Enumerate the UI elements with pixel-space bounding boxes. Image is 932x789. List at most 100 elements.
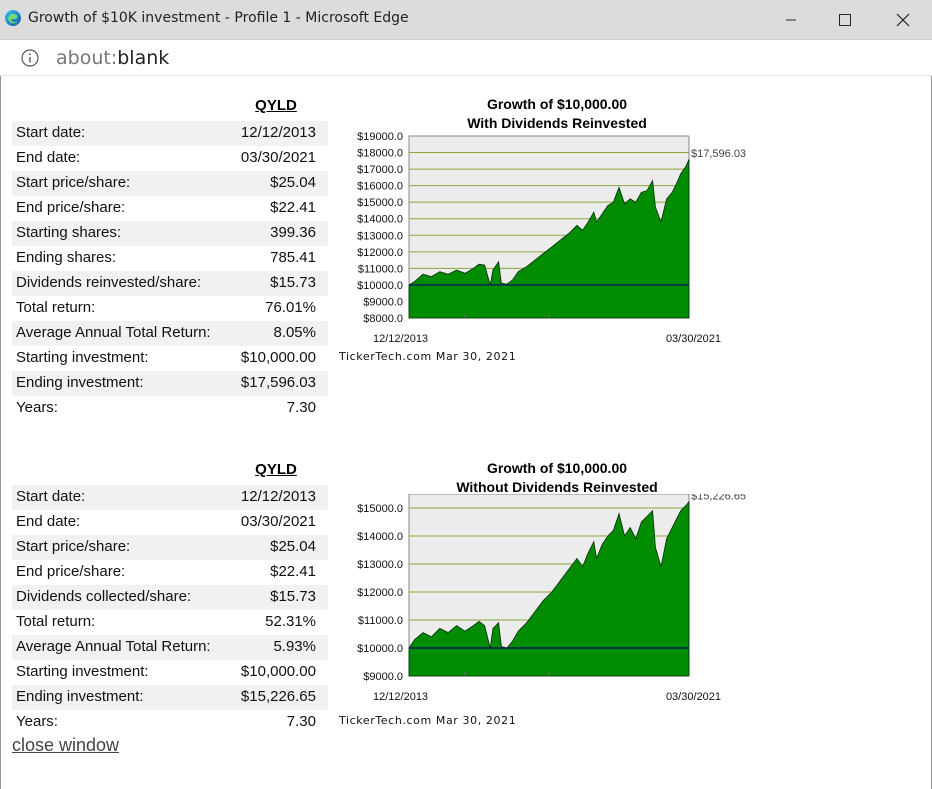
chart-credit: TickerTech.com Mar 30, 2021	[339, 714, 517, 727]
y-tick-label: $14000.0	[357, 214, 403, 226]
growth-area	[408, 159, 690, 319]
chart-title: Growth of $10,000.00 With Dividends Rein…	[407, 95, 707, 133]
y-tick-label: $17000.0	[357, 164, 403, 176]
y-tick-label: $8000.0	[363, 313, 403, 325]
stat-label: Start date:	[16, 488, 86, 505]
url-text[interactable]: about:blank	[56, 47, 169, 69]
stat-row: Total return: 76.01%	[12, 296, 328, 321]
x-tick-label: 03/30/2021	[666, 691, 721, 703]
stat-label: End price/share:	[16, 199, 126, 216]
stat-label: Ending shares:	[16, 249, 117, 266]
stat-label: Years:	[16, 399, 58, 416]
stat-value: 12/12/2013	[240, 124, 316, 141]
minimize-button[interactable]	[762, 0, 820, 40]
y-tick-label: $16000.0	[357, 181, 403, 193]
close-window-link[interactable]: close window	[12, 735, 120, 755]
y-tick-label: $14000.0	[357, 531, 403, 543]
stats-table-with-dividends: Start date: 12/12/2013 End date: 03/30/2021…	[12, 121, 328, 421]
stat-label: Starting shares:	[16, 224, 122, 241]
stat-value: $15.73	[270, 588, 316, 605]
stat-label: Total return:	[16, 299, 96, 316]
stat-label: End date:	[16, 149, 81, 166]
y-tick-label: $11000.0	[358, 263, 403, 275]
url-scheme: about:	[56, 47, 118, 69]
chart-title-line1: Growth of $10,000.00	[486, 460, 628, 476]
y-tick-label: $10000.0	[357, 643, 403, 655]
stat-label: Ending investment:	[16, 374, 144, 391]
y-tick-label: $13000.0	[357, 559, 403, 571]
stat-value: 785.41	[270, 249, 316, 266]
stat-row: End date: 03/30/2021	[12, 510, 328, 535]
close-button[interactable]	[874, 0, 932, 40]
stat-row: Start date: 12/12/2013	[12, 121, 328, 146]
y-tick-label: $12000.0	[357, 247, 403, 259]
chart-credit: TickerTech.com Mar 30, 2021	[339, 350, 517, 363]
y-tick-label: $12000.0	[357, 587, 403, 599]
stat-row: Starting investment: $10,000.00	[12, 660, 328, 685]
url-path: blank	[117, 47, 170, 69]
y-tick-label: $10000.0	[357, 280, 403, 292]
stat-label: Average Annual Total Return:	[16, 638, 211, 655]
window-title: Growth of $10K investment - Profile 1 - …	[28, 10, 409, 26]
stat-row: Years: 7.30	[12, 396, 328, 421]
edge-logo-icon	[5, 10, 21, 26]
stat-row: Start date: 12/12/2013	[12, 485, 328, 510]
x-tick-label: 12/12/2013	[373, 691, 428, 703]
end-value-label: $15,226.65	[691, 494, 746, 503]
stat-value: 03/30/2021	[240, 149, 316, 166]
stats-table-without-dividends: Start date: 12/12/2013 End date: 03/30/2021…	[12, 485, 328, 735]
stat-row: Dividends reinvested/share: $15.73	[12, 271, 328, 296]
stat-row: Starting investment: $10,000.00	[12, 346, 328, 371]
stat-label: Start price/share:	[16, 174, 131, 191]
maximize-icon	[839, 14, 851, 26]
stat-row: Start price/share: $25.04	[12, 535, 328, 560]
stat-value: $10,000.00	[240, 349, 316, 366]
growth-area	[408, 500, 690, 677]
stat-row: Ending investment: $15,226.65	[12, 685, 328, 710]
y-tick-label: $11000.0	[358, 615, 403, 627]
y-tick-label: $9000.0	[363, 296, 403, 308]
stat-row: Total return: 52.31%	[12, 610, 328, 635]
address-bar[interactable]: about:blank	[0, 40, 932, 76]
stat-value: 52.31%	[265, 613, 316, 630]
stat-label: Ending investment:	[16, 688, 144, 705]
stat-row: Dividends collected/share: $15.73	[12, 585, 328, 610]
y-tick-label: $15000.0	[357, 503, 403, 515]
info-icon[interactable]	[21, 49, 39, 67]
stat-label: Start date:	[16, 124, 86, 141]
stat-value: 5.93%	[273, 638, 316, 655]
stat-row: End price/share: $22.41	[12, 196, 328, 221]
stat-value: 8.05%	[273, 324, 316, 341]
stat-value: 03/30/2021	[240, 513, 316, 530]
minimize-icon	[786, 19, 796, 21]
stat-label: Years:	[16, 713, 58, 730]
maximize-button[interactable]	[816, 0, 874, 40]
stat-row: Ending shares: 785.41	[12, 246, 328, 271]
stat-row: End price/share: $22.41	[12, 560, 328, 585]
stat-label: Dividends reinvested/share:	[16, 274, 202, 291]
growth-chart-without-dividends: $15000.0 $14000.0 $13000.0 $12000.0 $11000.0…	[357, 494, 746, 703]
stat-label: End date:	[16, 513, 81, 530]
stat-label: End price/share:	[16, 563, 126, 580]
stat-value: $25.04	[270, 174, 316, 191]
stat-value: 7.30	[286, 399, 316, 416]
ticker-symbol: QYLD	[255, 461, 297, 478]
stat-value: $22.41	[270, 563, 316, 580]
stat-value: $15.73	[270, 274, 316, 291]
stat-label: Dividends collected/share:	[16, 588, 192, 605]
growth-chart-with-dividends: $19000.0 $18000.0 $17000.0 $16000.0 $15000.0…	[357, 131, 746, 345]
stat-row: Years: 7.30	[12, 710, 328, 735]
y-tick-label: $13000.0	[357, 230, 403, 242]
y-tick-label: $18000.0	[357, 148, 403, 160]
y-tick-label: $19000.0	[357, 131, 403, 143]
stat-value: $22.41	[270, 199, 316, 216]
stat-row: Starting shares: 399.36	[12, 221, 328, 246]
stat-label: Starting investment:	[16, 663, 149, 680]
end-value-label: $17,596.03	[691, 148, 746, 160]
x-tick-label: 12/12/2013	[373, 333, 428, 345]
x-tick-label: 03/30/2021	[666, 333, 721, 345]
stat-value: $10,000.00	[240, 663, 316, 680]
chart-title-line2: Without Dividends Reinvested	[456, 479, 658, 495]
y-tick-label: $15000.0	[357, 197, 403, 209]
stat-value: 76.01%	[265, 299, 316, 316]
